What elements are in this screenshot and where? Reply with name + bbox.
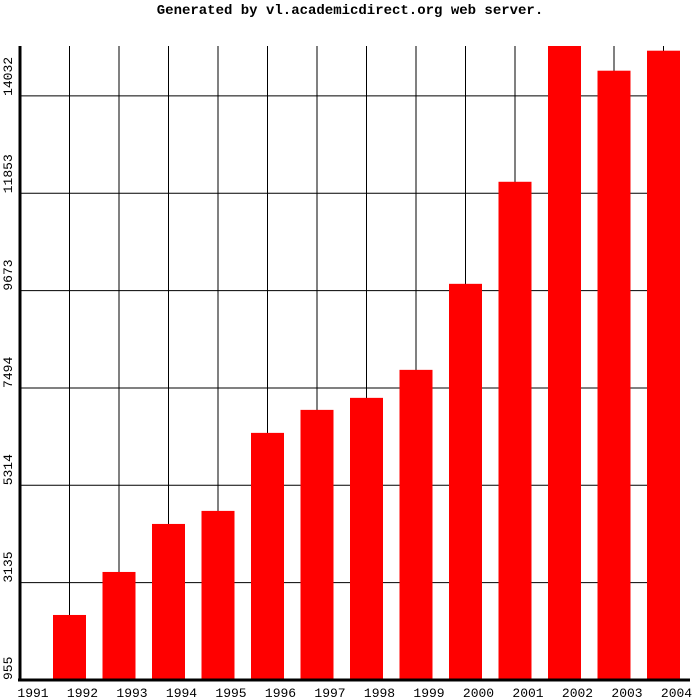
- x-tick-label: 1997: [314, 686, 345, 700]
- y-tick-label: 9673: [1, 259, 16, 290]
- bar: [449, 283, 482, 680]
- x-tick-label: 1996: [265, 686, 296, 700]
- x-tick-label: 1992: [67, 686, 98, 700]
- x-tick-label: 2004: [661, 686, 692, 700]
- x-tick-label: 1991: [17, 686, 48, 700]
- bar: [53, 614, 86, 680]
- chart-title: Generated by vl.academicdirect.org web s…: [157, 3, 543, 19]
- bar: [647, 50, 680, 680]
- x-tick-label: 2001: [512, 686, 543, 700]
- x-tick-label: 1998: [364, 686, 395, 700]
- bar: [251, 432, 284, 680]
- x-tick-label: 1994: [166, 686, 197, 700]
- y-tick-label: 5314: [1, 454, 16, 485]
- x-tick-label: 1995: [215, 686, 246, 700]
- bar: [399, 369, 433, 680]
- x-tick-label: 2002: [562, 686, 593, 700]
- bar: [152, 523, 185, 680]
- y-tick-label: 11853: [1, 154, 16, 193]
- x-tick-label: 2003: [611, 686, 642, 700]
- y-tick-label: 3135: [1, 551, 16, 582]
- bar: [350, 397, 383, 680]
- y-tick-label: 14032: [1, 57, 16, 96]
- y-tick-label: 7494: [1, 357, 16, 388]
- bar: [102, 571, 136, 680]
- bar: [201, 510, 235, 680]
- x-tick-label: 1999: [413, 686, 444, 700]
- y-tick-label: 955: [1, 657, 16, 680]
- x-tick-label: 2000: [463, 686, 494, 700]
- bar: [548, 46, 581, 680]
- x-tick-label: 1993: [116, 686, 147, 700]
- bar: [498, 181, 532, 680]
- bar: [300, 409, 334, 680]
- bar: [597, 70, 631, 681]
